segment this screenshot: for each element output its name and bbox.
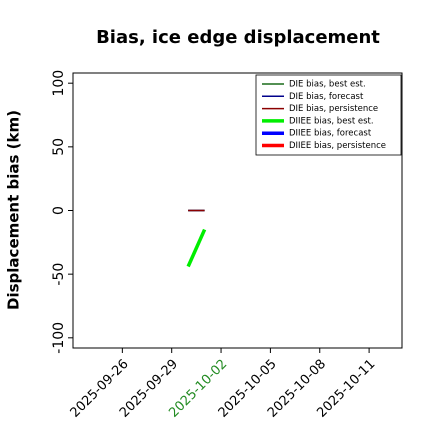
legend-label: DIE bias, persistence: [289, 104, 378, 114]
legend-box: [255, 74, 402, 156]
y-tick-label: 50: [51, 138, 67, 156]
legend-label: DIIEE bias, best est.: [289, 116, 374, 126]
legend-label: DIIEE bias, forecast: [289, 129, 372, 139]
y-tick-label: 0: [51, 206, 67, 215]
legend-label: DIE bias, forecast: [289, 92, 364, 102]
legend-label: DIE bias, best est.: [289, 80, 366, 90]
series-line: [186, 228, 207, 268]
y-tick-label: -50: [51, 263, 67, 286]
y-tick-label: -100: [51, 322, 67, 354]
y-tick-label: 100: [51, 70, 67, 97]
chart-title: Bias, ice edge displacement: [96, 27, 380, 48]
y-axis-label: Displacement bias (km): [5, 110, 23, 310]
legend-label: DIIEE bias, persistence: [289, 141, 386, 151]
